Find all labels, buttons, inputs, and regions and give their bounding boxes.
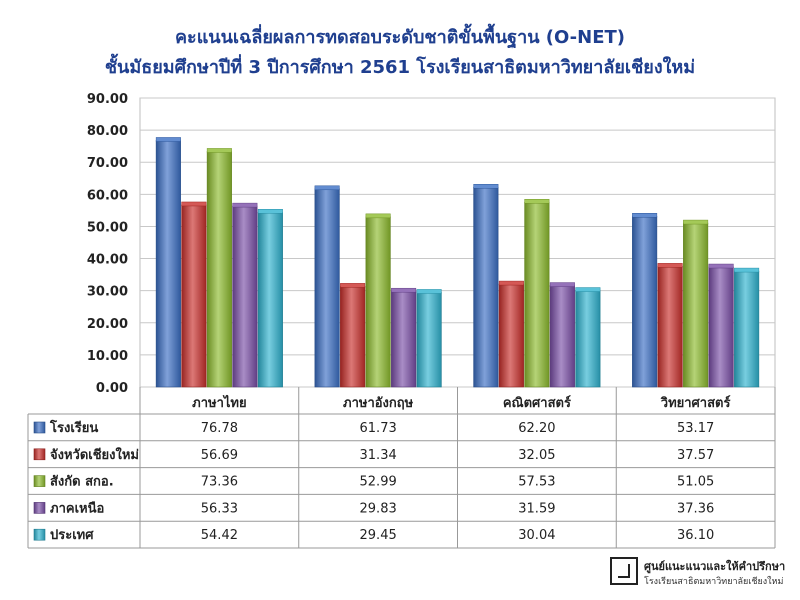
bar-top <box>524 199 550 204</box>
data-label: 30.04 <box>518 528 555 543</box>
bar <box>257 211 283 388</box>
bar-top <box>708 263 734 269</box>
data-label: 51.05 <box>677 475 714 490</box>
legend-key <box>33 421 46 434</box>
bar-top <box>498 280 524 286</box>
bar <box>734 270 760 388</box>
legend-key <box>33 502 46 514</box>
y-tick-label: 70.00 <box>87 156 128 171</box>
legend-series-name: ประเทศ <box>50 528 94 543</box>
bar <box>575 290 601 388</box>
data-label: 54.42 <box>201 528 238 543</box>
data-label: 56.33 <box>201 501 238 516</box>
bar <box>365 216 391 388</box>
footer-center-name: ศูนย์แนะแนวและให้คำปรึกษา <box>644 560 786 573</box>
legend-key <box>33 475 46 487</box>
x-category-label: ภาษาอังกฤษ <box>343 396 414 411</box>
legend-series-name: โรงเรียน <box>49 419 98 436</box>
data-label: 32.05 <box>518 448 555 463</box>
data-label: 61.73 <box>360 421 397 436</box>
legend-key <box>33 528 46 541</box>
bar-top <box>314 185 340 191</box>
legend-series-name: ภาคเหนือ <box>50 500 104 516</box>
y-tick-label: 60.00 <box>87 188 128 203</box>
data-label: 52.99 <box>360 475 397 490</box>
data-label: 57.53 <box>518 475 555 490</box>
bar <box>473 186 499 388</box>
bar-top <box>365 213 391 219</box>
x-category-label: คณิตศาสตร์ <box>503 395 571 411</box>
footer-school-name: โรงเรียนสาธิตมหาวิทยาลัยเชียงใหม่ <box>644 577 784 587</box>
y-tick-label: 10.00 <box>87 349 128 364</box>
y-tick-label: 0.00 <box>96 381 128 396</box>
bar <box>632 215 658 388</box>
bar-top <box>683 219 709 225</box>
bar-top <box>416 289 442 294</box>
bar <box>416 292 442 388</box>
bar <box>708 266 734 388</box>
data-label: 76.78 <box>201 421 238 436</box>
y-tick-label: 80.00 <box>87 124 128 139</box>
x-category-label: ภาษาไทย <box>192 394 246 411</box>
chart-title: คะแนนเฉลี่ยผลการทดสอบระดับชาติขั้นพื้นฐา… <box>175 27 625 48</box>
footer-logo-block: ศูนย์แนะแนวและให้คำปรึกษา โรงเรียนสาธิตม… <box>610 555 795 591</box>
bar-top <box>257 209 283 214</box>
bar-top <box>549 282 575 287</box>
bar <box>683 222 709 388</box>
y-tick-label: 50.00 <box>87 220 128 235</box>
data-label: 31.59 <box>518 501 555 516</box>
bar <box>181 204 207 388</box>
y-tick-label: 90.00 <box>87 92 128 107</box>
bar <box>206 151 232 388</box>
data-label: 56.69 <box>201 448 238 463</box>
data-label: 37.57 <box>677 448 714 463</box>
bar <box>340 286 366 388</box>
data-label: 62.20 <box>518 421 555 436</box>
bar-top <box>391 287 417 293</box>
bar <box>498 283 524 388</box>
guidance-center-logo <box>610 557 638 585</box>
bar-top <box>181 201 207 207</box>
y-tick-label: 40.00 <box>87 253 128 268</box>
data-label: 29.83 <box>360 501 397 516</box>
data-label: 53.17 <box>677 421 714 436</box>
data-label: 37.36 <box>677 501 714 516</box>
bar-top <box>155 137 181 142</box>
bar-top <box>734 267 760 273</box>
chart-subtitle: ชั้นมัธยมศึกษาปีที่ 3 ปีการศึกษา 2561 โร… <box>104 57 696 78</box>
x-category-label: วิทยาศาสตร์ <box>660 395 730 411</box>
y-tick-label: 30.00 <box>87 285 128 300</box>
y-tick-label: 20.00 <box>87 317 128 332</box>
bar <box>549 285 575 388</box>
bar-top <box>206 148 232 153</box>
legend-key <box>33 448 46 461</box>
legend-series-name: จังหวัดเชียงใหม่ <box>50 446 139 463</box>
data-label: 73.36 <box>201 475 238 490</box>
bar <box>232 205 258 388</box>
bar <box>155 140 181 388</box>
bar <box>391 290 417 388</box>
legend-series-name: สังกัด สกอ. <box>50 475 114 490</box>
bar <box>314 188 340 388</box>
data-label: 31.34 <box>360 448 397 463</box>
bar <box>524 201 550 388</box>
bar-top <box>575 287 601 292</box>
bar-top <box>473 184 499 189</box>
data-label: 29.45 <box>360 528 397 543</box>
bar-top <box>632 213 658 218</box>
bar-top <box>232 202 258 208</box>
bar <box>657 266 683 388</box>
bar-top <box>657 263 683 268</box>
data-label: 36.10 <box>677 528 714 543</box>
bar-top <box>340 283 366 288</box>
